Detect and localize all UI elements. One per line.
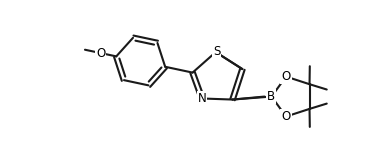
Text: O: O — [281, 70, 291, 83]
Text: O: O — [281, 110, 291, 123]
Text: S: S — [213, 45, 220, 58]
Text: N: N — [198, 92, 207, 105]
Text: B: B — [266, 90, 274, 103]
Text: O: O — [96, 46, 105, 60]
